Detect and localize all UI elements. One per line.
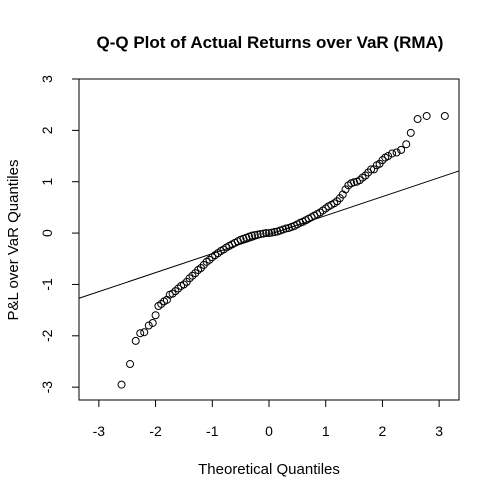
y-tick-label: 0 — [39, 229, 55, 237]
data-point — [126, 360, 135, 369]
x-tick-label: 3 — [435, 423, 443, 439]
data-point — [267, 228, 276, 237]
y-tick-label: 1 — [39, 178, 55, 186]
data-point — [174, 284, 183, 293]
data-point — [168, 289, 177, 298]
y-axis-label: P&L over VaR Quantiles — [5, 160, 22, 321]
data-point — [253, 230, 262, 239]
data-point — [265, 229, 273, 238]
data-point — [171, 287, 180, 296]
y-tick-label: -1 — [39, 278, 55, 291]
data-point — [140, 328, 149, 337]
data-point — [256, 230, 265, 239]
data-point — [355, 176, 364, 185]
data-point — [282, 224, 291, 233]
data-point — [205, 255, 214, 264]
data-point — [397, 145, 406, 154]
data-point — [247, 231, 256, 240]
data-point — [350, 178, 359, 187]
data-point — [131, 336, 140, 345]
data-point — [341, 185, 350, 194]
y-axis: -3 -2 -1 0 1 2 3 — [39, 75, 79, 393]
data-point — [157, 299, 166, 308]
data-point — [422, 111, 431, 120]
x-axis-label: Theoretical Quantiles — [198, 461, 340, 478]
x-tick-label: -3 — [93, 423, 106, 439]
data-point — [188, 271, 197, 280]
x-tick-label: -2 — [149, 423, 162, 439]
data-point — [378, 156, 387, 165]
x-tick-label: 2 — [379, 423, 387, 439]
data-point — [117, 380, 126, 389]
data-point — [259, 229, 268, 238]
data-point — [402, 140, 411, 149]
data-point — [270, 228, 279, 237]
data-point — [185, 274, 194, 283]
data-point — [179, 280, 188, 289]
data-point — [367, 165, 376, 174]
data-point — [413, 115, 422, 124]
data-points — [117, 111, 449, 389]
data-point — [136, 329, 145, 338]
chart-title: Q-Q Plot of Actual Returns over VaR (RMA… — [97, 33, 444, 52]
plot-frame — [78, 78, 460, 401]
data-point — [262, 229, 271, 238]
data-point — [369, 165, 378, 174]
y-tick-label: -2 — [39, 329, 55, 342]
data-point — [406, 128, 415, 137]
y-tick-label: 2 — [39, 126, 55, 134]
data-point — [392, 148, 401, 157]
data-point — [384, 152, 393, 161]
y-tick-label: 3 — [39, 75, 55, 83]
x-tick-label: 1 — [322, 423, 330, 439]
data-point — [388, 149, 397, 158]
data-point — [144, 321, 153, 330]
data-point — [440, 111, 449, 120]
data-point — [250, 231, 259, 240]
data-point — [148, 318, 157, 327]
x-tick-label: -1 — [206, 423, 219, 439]
data-point — [151, 311, 160, 320]
x-tick-label: 0 — [265, 423, 273, 439]
x-axis: -3 -2 -1 0 1 2 3 — [93, 400, 443, 439]
y-tick-label: -3 — [39, 381, 55, 394]
